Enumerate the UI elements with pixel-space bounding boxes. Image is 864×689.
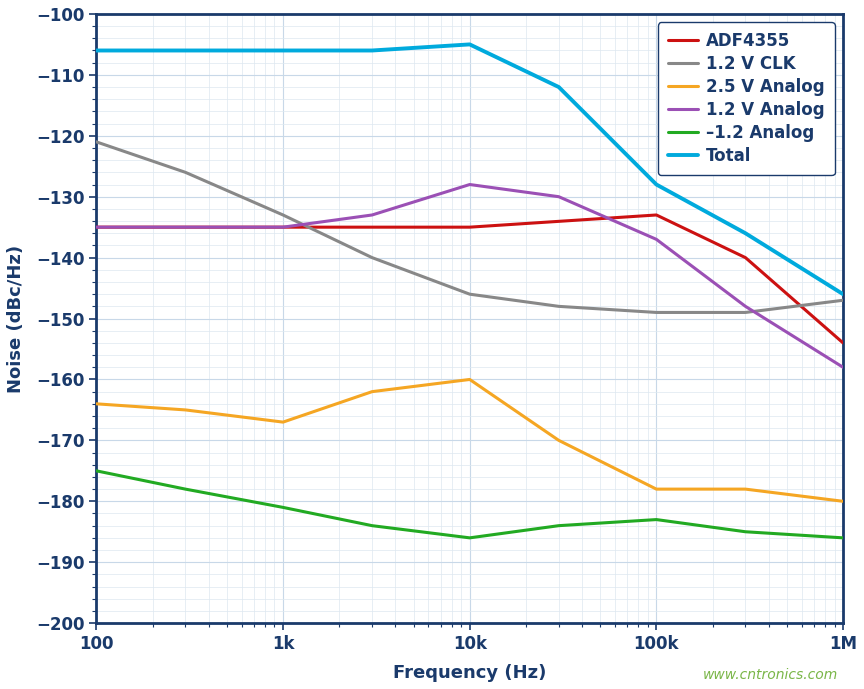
Y-axis label: Noise (dBc/Hz): Noise (dBc/Hz) bbox=[7, 245, 25, 393]
Total bbox=[554, 83, 564, 91]
1.2 V CLK bbox=[367, 254, 378, 262]
ADF4355 bbox=[740, 254, 751, 262]
1.2 V CLK bbox=[838, 296, 848, 305]
ADF4355 bbox=[838, 339, 848, 347]
1.2 V CLK bbox=[740, 308, 751, 316]
Line: ADF4355: ADF4355 bbox=[97, 215, 843, 343]
1.2 V Analog bbox=[838, 363, 848, 371]
Total bbox=[838, 290, 848, 298]
2.5 V Analog bbox=[838, 497, 848, 506]
–1.2 Analog bbox=[278, 503, 289, 511]
Line: 2.5 V Analog: 2.5 V Analog bbox=[97, 380, 843, 502]
1.2 V CLK bbox=[465, 290, 475, 298]
1.2 V Analog bbox=[651, 235, 662, 243]
–1.2 Analog bbox=[554, 522, 564, 530]
2.5 V Analog bbox=[92, 400, 102, 408]
ADF4355 bbox=[651, 211, 662, 219]
Total bbox=[181, 46, 191, 54]
2.5 V Analog bbox=[181, 406, 191, 414]
Line: 1.2 V CLK: 1.2 V CLK bbox=[97, 142, 843, 312]
–1.2 Analog bbox=[367, 522, 378, 530]
2.5 V Analog bbox=[651, 485, 662, 493]
1.2 V Analog bbox=[367, 211, 378, 219]
2.5 V Analog bbox=[367, 387, 378, 395]
1.2 V Analog bbox=[554, 192, 564, 200]
1.2 V Analog bbox=[92, 223, 102, 232]
1.2 V Analog bbox=[181, 223, 191, 232]
Legend: ADF4355, 1.2 V CLK, 2.5 V Analog, 1.2 V Analog, –1.2 Analog, Total: ADF4355, 1.2 V CLK, 2.5 V Analog, 1.2 V … bbox=[658, 22, 835, 175]
Total bbox=[651, 181, 662, 189]
–1.2 Analog bbox=[651, 515, 662, 524]
2.5 V Analog bbox=[465, 376, 475, 384]
Line: –1.2 Analog: –1.2 Analog bbox=[97, 471, 843, 538]
ADF4355 bbox=[92, 223, 102, 232]
Total bbox=[92, 46, 102, 54]
–1.2 Analog bbox=[465, 534, 475, 542]
Total bbox=[278, 46, 289, 54]
ADF4355 bbox=[465, 223, 475, 232]
Line: 1.2 V Analog: 1.2 V Analog bbox=[97, 185, 843, 367]
–1.2 Analog bbox=[740, 528, 751, 536]
ADF4355 bbox=[278, 223, 289, 232]
X-axis label: Frequency (Hz): Frequency (Hz) bbox=[393, 664, 546, 682]
2.5 V Analog bbox=[740, 485, 751, 493]
1.2 V CLK bbox=[278, 211, 289, 219]
1.2 V CLK bbox=[651, 308, 662, 316]
1.2 V Analog bbox=[740, 302, 751, 311]
Total bbox=[740, 229, 751, 238]
–1.2 Analog bbox=[181, 485, 191, 493]
Total bbox=[367, 46, 378, 54]
1.2 V CLK bbox=[92, 138, 102, 146]
1.2 V CLK bbox=[554, 302, 564, 311]
2.5 V Analog bbox=[278, 418, 289, 426]
1.2 V Analog bbox=[465, 181, 475, 189]
Text: www.cntronics.com: www.cntronics.com bbox=[702, 668, 838, 682]
Total bbox=[465, 40, 475, 48]
2.5 V Analog bbox=[554, 436, 564, 444]
1.2 V Analog bbox=[278, 223, 289, 232]
–1.2 Analog bbox=[838, 534, 848, 542]
1.2 V CLK bbox=[181, 168, 191, 176]
Line: Total: Total bbox=[97, 44, 843, 294]
–1.2 Analog bbox=[92, 466, 102, 475]
